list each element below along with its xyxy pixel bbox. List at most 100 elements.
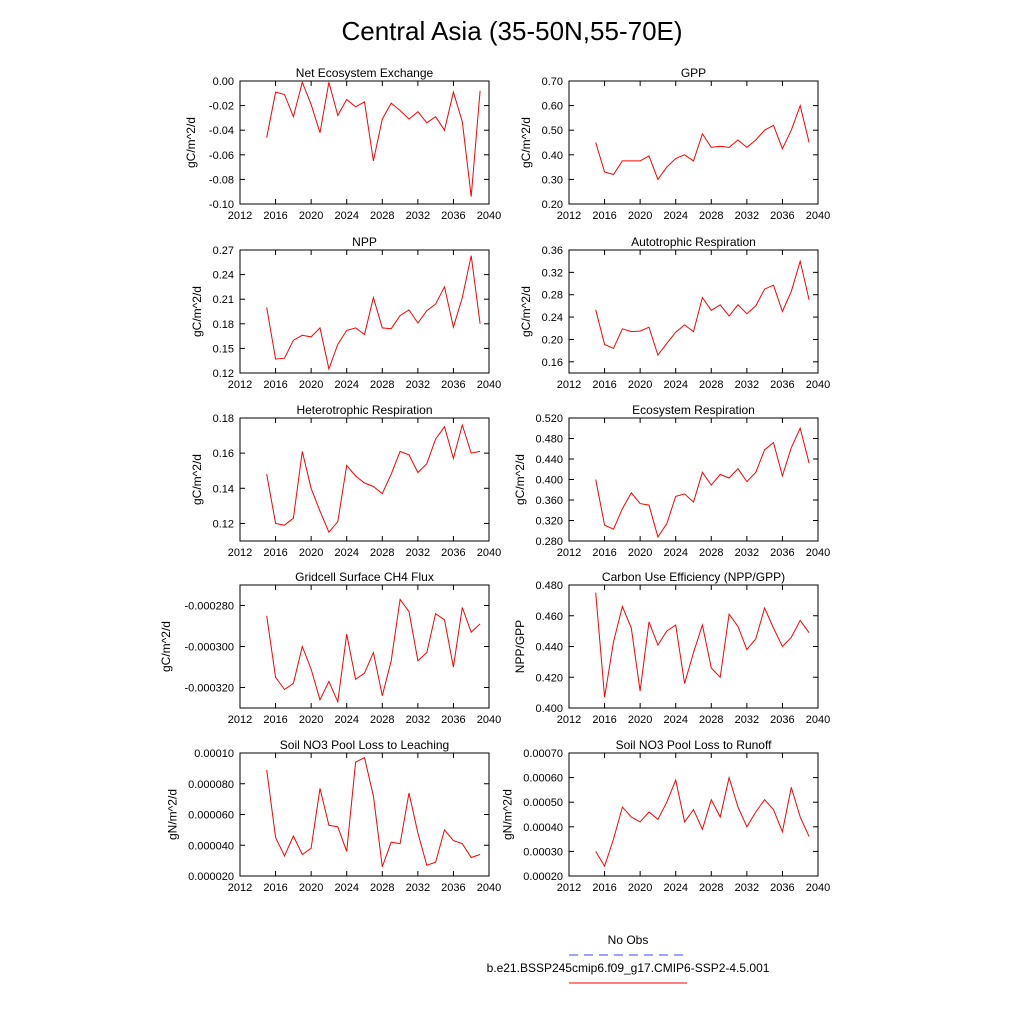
y-tick-label: 0.16	[542, 357, 563, 369]
y-tick-label: 0.460	[535, 611, 563, 623]
x-tick-label: 2024	[663, 714, 687, 726]
plot-frame	[239, 417, 490, 542]
series-line	[595, 592, 810, 698]
y-tick-label: 0.00010	[194, 748, 234, 760]
panel-title: Ecosystem Respiration	[632, 403, 755, 417]
x-tick-label: 2024	[334, 210, 358, 222]
y-tick-label: 0.00020	[523, 871, 563, 883]
y-tick-label: 0.000020	[188, 871, 234, 883]
x-tick-label: 2036	[441, 379, 465, 391]
panel-title: Net Ecosystem Exchange	[296, 66, 434, 80]
x-tick-label: 2028	[370, 714, 394, 726]
y-tick-label: 0.24	[213, 270, 234, 282]
x-tick-label: 2024	[663, 379, 687, 391]
x-tick-label: 2012	[228, 714, 252, 726]
y-tick-label: 0.15	[213, 343, 234, 355]
x-tick-label: 2020	[299, 882, 323, 894]
x-tick-label: 2016	[592, 210, 616, 222]
x-tick-label: 2040	[477, 714, 501, 726]
x-tick-label: 2028	[699, 210, 723, 222]
x-tick-label: 2012	[557, 210, 581, 222]
panel-title: NPP	[352, 235, 377, 249]
y-tick-label: 0.00040	[523, 822, 563, 834]
y-tick-label: 0.360	[535, 495, 563, 507]
series-line	[266, 423, 481, 534]
x-tick-label: 2032	[735, 379, 759, 391]
x-tick-label: 2016	[592, 882, 616, 894]
y-tick-label: 0.40	[542, 150, 563, 162]
x-tick-label: 2040	[806, 379, 830, 391]
x-tick-label: 2040	[477, 379, 501, 391]
panel-ecosystem-respiration: Ecosystem Respiration 2012 2016 2020 2024 202…	[513, 403, 830, 559]
x-tick-label: 2024	[334, 547, 358, 559]
x-tick-label: 2016	[592, 714, 616, 726]
y-tick-label: 0.00070	[523, 748, 563, 760]
x-tick-label: 2024	[663, 882, 687, 894]
x-tick-label: 2024	[663, 547, 687, 559]
x-tick-label: 2020	[299, 379, 323, 391]
series-line	[595, 259, 810, 357]
x-tick-label: 2028	[699, 882, 723, 894]
x-tick-label: 2036	[770, 379, 794, 391]
x-tick-label: 2032	[406, 714, 430, 726]
y-tick-label: 0.70	[542, 76, 563, 88]
y-tick-label: 0.12	[213, 518, 234, 530]
x-tick-label: 2020	[628, 714, 652, 726]
x-tick-label: 2012	[557, 882, 581, 894]
y-tick-label: -0.000300	[184, 642, 234, 654]
plot-frame	[568, 249, 819, 374]
y-tick-label: 0.00050	[523, 797, 563, 809]
x-tick-label: 2016	[263, 210, 287, 222]
panel-title: Soil NO3 Pool Loss to Leaching	[280, 738, 449, 752]
x-tick-label: 2036	[441, 882, 465, 894]
x-tick-label: 2036	[770, 547, 794, 559]
y-tick-label: 0.00060	[523, 773, 563, 785]
y-tick-label: -0.04	[209, 125, 234, 137]
y-tick-label: 0.32	[542, 267, 563, 279]
x-tick-label: 2032	[735, 882, 759, 894]
panel-soil-no3-pool-loss-to-leaching: Soil NO3 Pool Loss to Leaching 2012 2016 20…	[165, 738, 501, 894]
x-tick-label: 2032	[735, 210, 759, 222]
y-tick-label: 0.280	[535, 536, 563, 548]
x-tick-label: 2040	[806, 210, 830, 222]
x-tick-label: 2040	[477, 547, 501, 559]
y-tick-label: 0.50	[542, 125, 563, 137]
x-tick-label: 2016	[263, 547, 287, 559]
x-tick-label: 2012	[228, 210, 252, 222]
plot-frame	[568, 80, 819, 205]
x-tick-label: 2040	[806, 882, 830, 894]
y-tick-label: -0.000280	[184, 601, 234, 613]
y-tick-label: 0.16	[213, 448, 234, 460]
y-tick-label: 0.520	[535, 413, 563, 425]
panel-npp: NPP 2012 2016 2020 2024 2028 2032 2036 2040 0.12 0…	[190, 235, 501, 391]
y-tick-label: -0.08	[209, 174, 234, 186]
x-tick-label: 2028	[370, 547, 394, 559]
x-tick-label: 2020	[628, 210, 652, 222]
y-tick-label: 0.20	[542, 334, 563, 346]
x-tick-label: 2040	[806, 547, 830, 559]
y-axis-label: gC/m^2/d	[190, 286, 204, 337]
series-line	[595, 775, 810, 868]
x-tick-label: 2012	[228, 379, 252, 391]
panel-gpp: GPP 2012 2016 2020 2024 2028 2032 2036 2040 0.20 0…	[519, 66, 830, 222]
x-tick-label: 2032	[406, 547, 430, 559]
y-tick-label: 0.18	[213, 319, 234, 331]
y-tick-label: 0.18	[213, 413, 234, 425]
x-tick-label: 2028	[370, 882, 394, 894]
series-line	[266, 80, 481, 197]
plot-frame	[239, 752, 490, 877]
panel-heterotrophic-respiration: Heterotrophic Respiration 2012 2016 2020 202…	[190, 403, 501, 559]
x-tick-label: 2020	[299, 210, 323, 222]
y-axis-label: gC/m^2/d	[513, 454, 527, 505]
y-tick-label: 0.480	[535, 434, 563, 446]
y-axis-label: gN/m^2/d	[501, 789, 515, 840]
x-tick-label: 2016	[263, 379, 287, 391]
x-tick-label: 2028	[699, 379, 723, 391]
panel-net-ecosystem-exchange: Net Ecosystem Exchange 2012 2016 2020 2024 20…	[184, 66, 501, 222]
x-tick-label: 2012	[228, 882, 252, 894]
x-tick-label: 2024	[334, 714, 358, 726]
panel-soil-no3-pool-loss-to-runoff: Soil NO3 Pool Loss to Runoff 2012 2016 2020…	[501, 738, 831, 894]
y-tick-label: 0.14	[213, 483, 234, 495]
panels: Net Ecosystem Exchange 2012 2016 2020 2024 20…	[159, 66, 830, 894]
